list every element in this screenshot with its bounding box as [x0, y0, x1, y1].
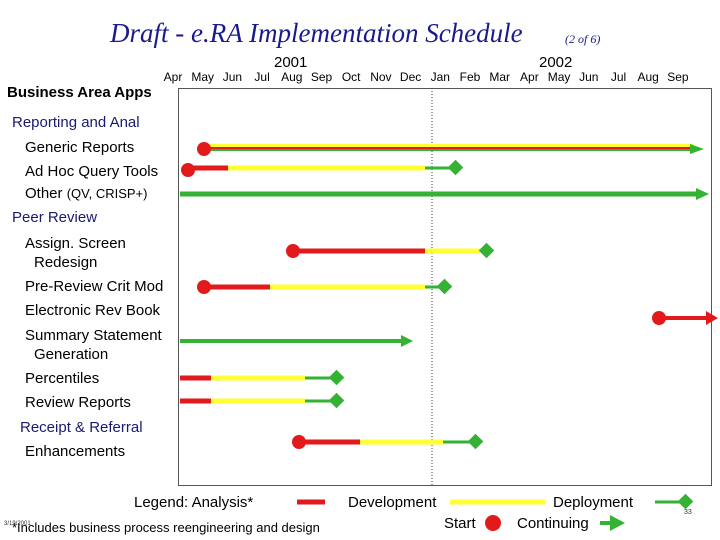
row-other-note: (QV, CRISP+) — [66, 186, 148, 201]
legend-deployment-label: Deployment — [553, 494, 634, 511]
month-label: May — [547, 70, 571, 84]
page-number: 33 — [684, 509, 692, 516]
bar-pre-review-crit-mod — [197, 278, 453, 295]
section-reporting: Reporting and Anal — [12, 114, 140, 131]
row-enhancements: Enhancements — [25, 443, 126, 460]
legend-start-icon — [485, 515, 501, 531]
bar-ad-hoc-query-tools — [181, 159, 464, 177]
bar-summary-statement — [180, 335, 413, 347]
row-summary-statement: Summary Statement — [25, 327, 162, 344]
legend-title: Legend: — [134, 494, 189, 511]
section-peer-review: Peer Review — [12, 209, 98, 226]
month-label: Feb — [459, 70, 481, 84]
row-ad-hoc-query-tools: Ad Hoc Query Tools — [25, 163, 159, 180]
row-pre-review-crit-mod: Pre-Review Crit Mod — [25, 278, 164, 295]
legend-start-label: Start — [444, 515, 476, 532]
bar-other — [180, 188, 709, 200]
month-label: Jul — [610, 70, 627, 84]
row-assign-screen-line2: Redesign — [34, 254, 98, 271]
row-summary-statement-line2: Generation — [34, 346, 109, 363]
legend-deployment-diamond — [677, 493, 694, 510]
month-label: Sep — [310, 70, 333, 84]
legend-continuing-arrow-icon — [610, 515, 625, 531]
month-label: Jun — [579, 70, 599, 84]
bar-electronic-rev-book — [652, 311, 718, 325]
month-label: Jun — [222, 70, 243, 84]
page-title: Draft - e.RA Implementation Schedule — [110, 18, 523, 48]
month-label: Apr — [163, 70, 183, 84]
row-other: Other (QV, CRISP+) — [25, 184, 147, 203]
row-assign-screen: Assign. Screen — [25, 235, 126, 252]
year-label-2001: 2001 — [274, 54, 308, 71]
month-label: Apr — [520, 70, 539, 84]
legend-development-label: Development — [348, 494, 437, 511]
date-stamp: 3/19/2001 — [4, 521, 31, 527]
year-label-2002: 2002 — [539, 54, 573, 71]
row-header: Business Area Apps — [7, 84, 152, 101]
month-label: Aug — [281, 70, 303, 84]
chart-area — [178, 88, 712, 486]
month-label: Jul — [254, 70, 270, 84]
legend-continuing-label: Continuing — [517, 515, 589, 532]
month-label: May — [191, 70, 215, 84]
section-receipt-referral: Receipt & Referral — [20, 419, 143, 436]
row-generic-reports: Generic Reports — [25, 139, 135, 156]
bar-generic-reports — [197, 142, 704, 156]
row-review-reports: Review Reports — [25, 394, 131, 411]
month-label: Nov — [370, 70, 392, 84]
bar-percentiles — [180, 369, 345, 386]
bar-assign-screen — [286, 242, 495, 259]
legend-analysis-label: Analysis* — [191, 494, 254, 511]
row-other-label: Other — [25, 185, 63, 202]
month-label: Aug — [637, 70, 659, 84]
bar-enhancements — [292, 433, 484, 450]
footnote: *Includes business process reengineering… — [12, 520, 320, 535]
row-electronic-rev-book: Electronic Rev Book — [25, 302, 161, 319]
row-percentiles: Percentiles — [25, 370, 100, 387]
month-label: Jan — [430, 70, 450, 84]
bar-review-reports — [180, 392, 345, 409]
page-subtitle: (2 of 6) — [565, 32, 601, 46]
month-label: Sep — [667, 70, 689, 84]
month-header: Apr May Jun Jul Aug Sep Oct Nov Dec Jan Feb Mar Apr M… — [0, 70, 720, 86]
legend-label: Legend: Analysis* — [134, 494, 253, 511]
month-label: Mar — [489, 70, 511, 84]
month-label: Dec — [399, 70, 422, 84]
month-label: Oct — [341, 70, 361, 84]
